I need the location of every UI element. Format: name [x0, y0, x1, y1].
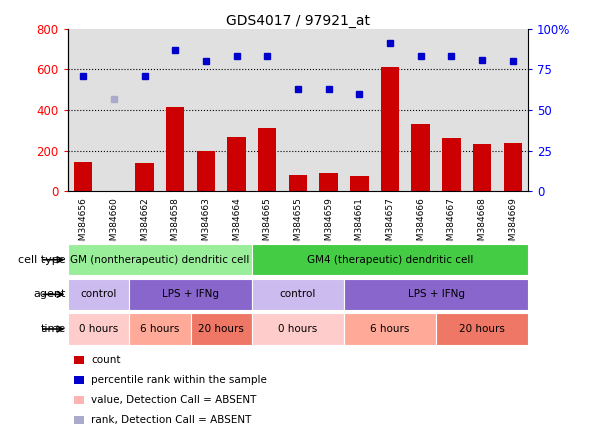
- Text: GM (nontherapeutic) dendritic cell: GM (nontherapeutic) dendritic cell: [70, 255, 250, 265]
- Text: percentile rank within the sample: percentile rank within the sample: [91, 375, 267, 385]
- Text: count: count: [91, 355, 121, 365]
- Text: cell type: cell type: [18, 255, 65, 265]
- Bar: [252, 244, 528, 275]
- Bar: [319, 173, 338, 191]
- Bar: [129, 279, 252, 310]
- Text: 6 hours: 6 hours: [371, 324, 409, 334]
- Bar: [68, 279, 129, 310]
- Title: GDS4017 / 97921_at: GDS4017 / 97921_at: [226, 14, 370, 28]
- Text: control: control: [80, 289, 117, 299]
- Text: 20 hours: 20 hours: [459, 324, 505, 334]
- Bar: [135, 163, 154, 191]
- Bar: [129, 313, 191, 345]
- Bar: [411, 124, 430, 191]
- Bar: [344, 279, 528, 310]
- Bar: [503, 143, 522, 191]
- Bar: [381, 67, 399, 191]
- Bar: [166, 107, 185, 191]
- Text: rank, Detection Call = ABSENT: rank, Detection Call = ABSENT: [91, 415, 252, 424]
- Text: 6 hours: 6 hours: [140, 324, 179, 334]
- Bar: [74, 162, 93, 191]
- Bar: [68, 244, 252, 275]
- Bar: [350, 176, 369, 191]
- Bar: [344, 313, 436, 345]
- Text: control: control: [280, 289, 316, 299]
- Text: GM4 (therapeutic) dendritic cell: GM4 (therapeutic) dendritic cell: [307, 255, 473, 265]
- Bar: [289, 175, 307, 191]
- Text: LPS + IFNg: LPS + IFNg: [162, 289, 219, 299]
- Text: value, Detection Call = ABSENT: value, Detection Call = ABSENT: [91, 395, 257, 404]
- Text: time: time: [40, 324, 65, 334]
- Text: agent: agent: [33, 289, 65, 299]
- Bar: [258, 128, 277, 191]
- Text: LPS + IFNg: LPS + IFNg: [408, 289, 464, 299]
- Bar: [252, 313, 344, 345]
- Bar: [473, 143, 491, 191]
- Bar: [442, 138, 461, 191]
- Bar: [191, 313, 252, 345]
- Text: 0 hours: 0 hours: [278, 324, 317, 334]
- Bar: [227, 136, 246, 191]
- Bar: [252, 279, 344, 310]
- Text: 20 hours: 20 hours: [198, 324, 244, 334]
- Text: 0 hours: 0 hours: [79, 324, 118, 334]
- Bar: [196, 151, 215, 191]
- Bar: [68, 313, 129, 345]
- Bar: [436, 313, 528, 345]
